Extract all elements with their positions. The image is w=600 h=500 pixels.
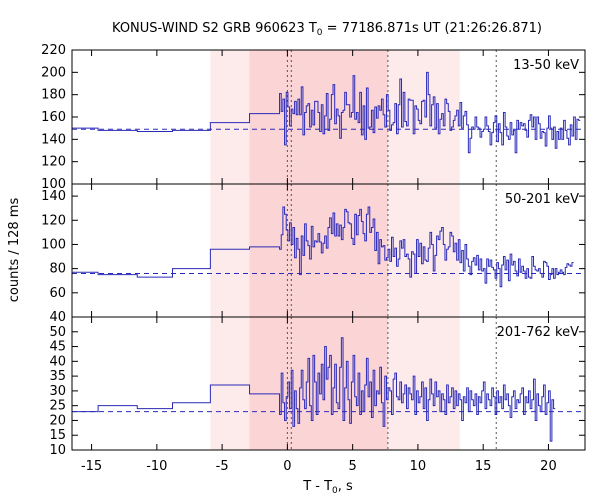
y-tick-label: 25 (49, 399, 66, 414)
x-tick-label: 15 (475, 459, 492, 474)
x-axis-title-subscript: 0 (332, 486, 338, 496)
x-tick-label: -5 (216, 459, 229, 474)
y-tick-label: 220 (41, 43, 66, 58)
y-tick-label: 60 (49, 286, 66, 301)
chart-title: KONUS-WIND S2 GRB 960623 T0 = 77186.871s… (112, 21, 542, 38)
light-curve-series (72, 337, 556, 442)
light-curve-series (72, 71, 581, 154)
panel-1: 100 120 140 160 180 200 220 13-50 keV (41, 43, 586, 192)
y-tick-label: 30 (49, 384, 66, 399)
y-tick-label: 140 (41, 132, 66, 147)
energy-band-label: 201-762 keV (497, 325, 580, 340)
y-tick-label: 120 (41, 155, 66, 170)
y-tick-label: 15 (49, 428, 66, 443)
x-tick-label: -15 (81, 459, 102, 474)
x-tick-label: 5 (349, 459, 357, 474)
y-tick-label: 40 (49, 310, 66, 325)
x-tick-label: 0 (283, 459, 291, 474)
y-tick-label: 20 (49, 413, 66, 428)
energy-band-label: 13-50 keV (513, 58, 579, 73)
y-tick-label: 35 (49, 369, 66, 384)
y-tick-label: 45 (49, 340, 66, 355)
x-tick-label: 20 (540, 459, 557, 474)
panel-2: 40 60 80 100 120 140 50-201 keV (41, 183, 586, 325)
y-tick-label: 80 (49, 262, 66, 277)
shaded-region-2 (249, 317, 388, 450)
y-tick-label: 180 (41, 88, 66, 103)
shaded-region-2 (249, 50, 388, 184)
energy-band-label: 50-201 keV (505, 192, 579, 207)
y-tick-label: 200 (41, 65, 66, 80)
x-tick-label: -10 (146, 459, 167, 474)
y-tick-label: 140 (41, 189, 66, 204)
y-tick-label: 10 (49, 443, 66, 458)
panel-frame (71, 316, 586, 451)
shaded-region-2 (249, 184, 388, 317)
y-tick-label: 50 (49, 325, 66, 340)
y-tick-label: 40 (49, 354, 66, 369)
x-tick-label: 10 (410, 459, 427, 474)
x-axis-title: T - T0, s (302, 479, 353, 496)
light-curve-series (72, 206, 574, 288)
y-tick-label: 120 (41, 213, 66, 228)
y-tick-label: 100 (41, 177, 66, 192)
y-tick-label: 160 (41, 110, 66, 125)
chart-title-subscript: 0 (317, 28, 323, 38)
y-axis-title: counts / 128 ms (7, 198, 22, 303)
y-tick-label: 100 (41, 237, 66, 252)
